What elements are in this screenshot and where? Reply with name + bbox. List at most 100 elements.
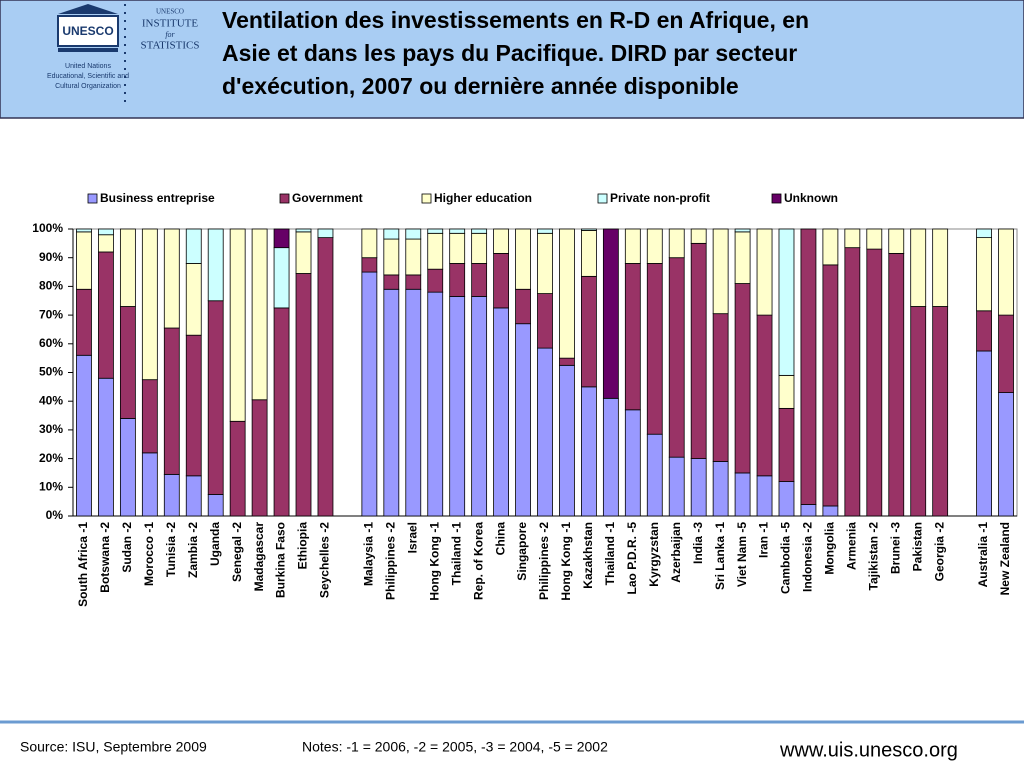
bar-segment — [712, 461, 729, 517]
bar-segment — [207, 228, 224, 302]
y-tick-label: 10% — [39, 479, 63, 493]
title-line: d'exécution, 2007 ou dernière année disp… — [222, 73, 739, 99]
bar-segment — [273, 228, 290, 249]
bar-segment — [317, 228, 334, 239]
bar-segment — [932, 306, 949, 517]
bar-segment — [449, 232, 466, 264]
bar-segment — [427, 291, 444, 517]
bar-segment — [515, 323, 531, 517]
bar-segment — [888, 252, 905, 517]
bar-segment — [76, 231, 92, 290]
bar-segment — [163, 473, 180, 517]
x-tick-label: Australia -1 — [976, 522, 990, 588]
bar-segment — [427, 232, 444, 270]
bar-segment — [251, 228, 268, 401]
org-line: Cultural Organization — [55, 83, 121, 90]
bar-segment — [449, 228, 466, 234]
institute-line: INSTITUTE — [142, 18, 198, 30]
x-tick-label: Senegal -2 — [230, 522, 244, 582]
legend-swatch — [597, 193, 608, 204]
x-tick-label: Viet Nam -5 — [735, 522, 749, 587]
bar-segment — [119, 306, 136, 419]
bar-segment — [229, 420, 246, 517]
legend-label: Business entreprise — [100, 191, 215, 205]
x-tick-label: New Zealand — [998, 522, 1012, 595]
x-tick-label: China — [493, 522, 507, 556]
title-line: Asie et dans les pays du Pacifique. DIRD… — [222, 40, 797, 66]
bar-segment — [405, 288, 422, 517]
bar-segment — [273, 307, 290, 517]
x-tick-label: Pakistan — [910, 522, 924, 571]
bar-segment — [866, 228, 883, 250]
legend-swatch — [279, 193, 290, 204]
bar-segment — [229, 228, 246, 422]
header-band — [0, 0, 1024, 119]
bar-segment — [207, 300, 224, 495]
x-tick-label: Iran -1 — [757, 522, 771, 558]
bar-segment — [888, 228, 905, 254]
bar-segment — [317, 237, 334, 517]
bar-segment — [844, 247, 861, 517]
y-tick-label: 60% — [39, 336, 63, 350]
bar-segment — [515, 228, 531, 290]
bar-segment — [756, 475, 773, 517]
bar-segment — [76, 288, 92, 356]
y-tick-label: 70% — [39, 307, 63, 321]
x-tick-label: Sri Lanka -1 — [713, 522, 727, 590]
bar-segment — [998, 314, 1014, 393]
bar-segment — [98, 377, 114, 517]
logo: UNESCO United Nations Educational, Scien… — [47, 4, 200, 108]
bar-segment — [624, 263, 641, 411]
bar-segment — [185, 475, 202, 517]
x-tick-label: Lao P.D.R. -5 — [625, 522, 639, 595]
x-tick-label: Israel — [405, 522, 419, 553]
bar-segment — [449, 296, 466, 517]
bar-segment — [383, 274, 400, 290]
bar-segment — [646, 228, 663, 264]
bar-segment — [141, 452, 158, 517]
x-tick-label: Philippines -2 — [383, 522, 397, 600]
x-tick-label: Singapore — [515, 522, 529, 581]
bar-segment — [537, 347, 553, 517]
bar-segment — [976, 228, 992, 239]
title-line: Ventilation des investissements en R-D e… — [222, 7, 809, 33]
bar-segment — [141, 379, 158, 454]
bar-segment — [668, 257, 685, 458]
bar-segment — [910, 306, 927, 517]
bar-segment — [76, 228, 92, 233]
x-tick-label: Hong Kong -1 — [427, 522, 441, 601]
x-tick-label: Madagascar — [252, 522, 266, 592]
bar-segment — [405, 228, 422, 240]
bar-segment — [734, 228, 751, 233]
bar-segment — [185, 334, 202, 477]
bar-segment — [602, 228, 619, 399]
bar-segment — [932, 228, 949, 307]
bar-segment — [471, 296, 488, 517]
bar-segment — [537, 228, 553, 234]
bar-segment — [778, 228, 795, 376]
x-tick-label: Kyrgyzstan — [647, 522, 661, 587]
bar-segment — [98, 251, 114, 379]
bar-segment — [98, 228, 114, 236]
bar-segment — [98, 234, 114, 253]
bar-segment — [844, 228, 861, 249]
x-tick-label: Armenia — [845, 522, 859, 570]
y-tick-label: 100% — [32, 221, 63, 235]
footer-url: www.uis.unesco.org — [779, 739, 958, 761]
legend-label: Higher education — [434, 191, 532, 205]
y-tick-label: 80% — [39, 279, 63, 293]
bar-segment — [163, 327, 180, 475]
bar-segment — [690, 242, 707, 460]
footer-notes: Notes: -1 = 2006, -2 = 2005, -3 = 2004, … — [302, 739, 608, 755]
bar-segment — [185, 263, 202, 336]
bar-segment — [471, 228, 488, 234]
x-tick-label: Malaysia -1 — [362, 522, 376, 586]
bar-segment — [778, 407, 795, 482]
bar-segment — [976, 310, 992, 352]
x-tick-label: Botswana -2 — [98, 522, 112, 593]
legend-swatch — [87, 193, 98, 204]
bar-segment — [822, 505, 839, 517]
bar-segment — [712, 313, 729, 462]
x-tick-label: Indonesia -2 — [801, 522, 815, 592]
